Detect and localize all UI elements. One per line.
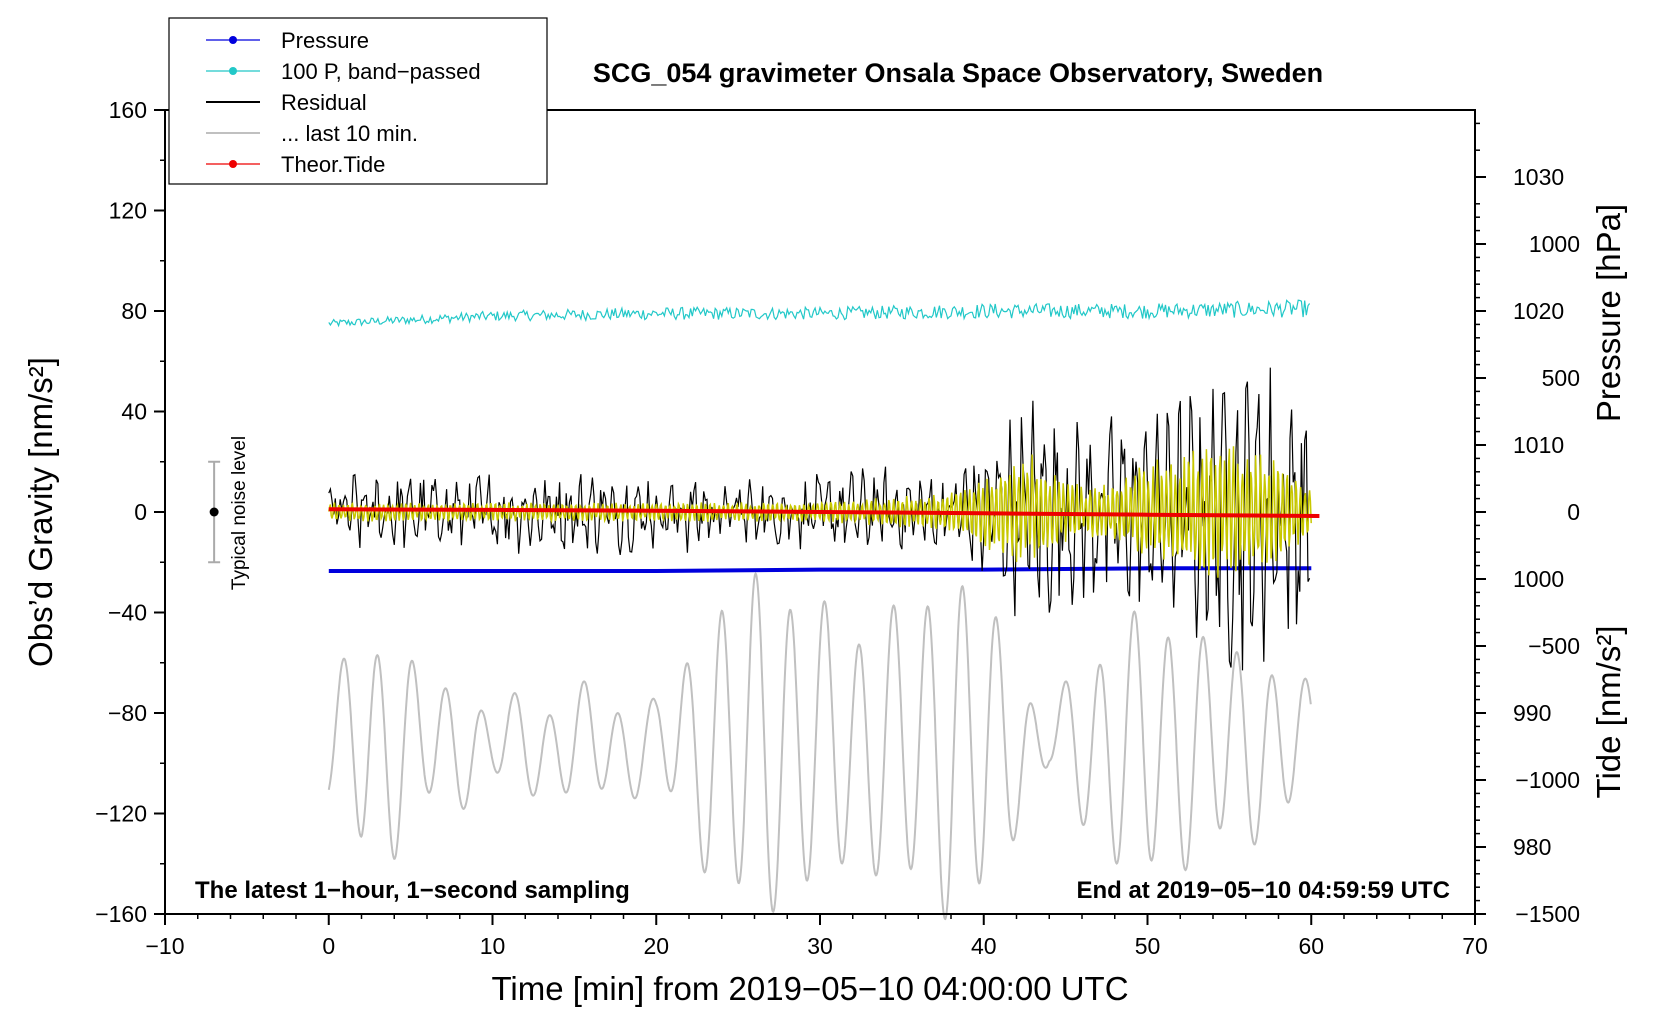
band-passed-pressure-line [328,299,1311,328]
x-tick-label: 20 [643,933,669,959]
pressure-line [328,566,1312,573]
tide-tick-label: −1500 [1515,901,1580,927]
theoretical-tide-line [328,507,1320,518]
tide-tick-label: 500 [1542,365,1580,391]
pressure-tick-label: 990 [1513,700,1551,726]
x-tick-label: 10 [480,933,506,959]
y-tick-label: −120 [95,801,147,827]
smoothed-residual-line [328,446,1312,578]
noise-label: Typical noise level [229,436,250,590]
y-axis-ticks: −160 −120 −80 −40 0 40 80 120 160 [95,97,165,927]
end-time-note: End at 2019−05−10 04:59:59 UTC [1076,877,1450,904]
x-tick-label: 60 [1298,933,1324,959]
x-axis-ticks: −10 0 10 20 30 40 50 60 70 [145,914,1488,959]
legend-label: Theor.Tide [281,152,385,177]
y-tick-label: 0 [134,499,147,525]
legend-label: Residual [281,90,367,115]
x-axis-title: Time [min] from 2019−05−10 04:00:00 UTC [491,970,1128,1007]
legend-marker [229,160,237,168]
x-tick-label: 40 [971,933,997,959]
tide-axis-title: Tide [nm/s²] [1590,626,1627,799]
sampling-note: The latest 1−hour, 1−second sampling [195,877,630,904]
y-tick-label: 120 [109,198,147,224]
y-tick-label: −80 [108,700,147,726]
plot-area [327,299,1320,921]
pressure-tick-label: 1030 [1513,164,1564,190]
x-tick-label: 70 [1462,933,1488,959]
tide-tick-label: −500 [1528,633,1580,659]
pressure-tick-label: 980 [1513,834,1551,860]
y-tick-label: −160 [95,901,147,927]
legend-marker [229,67,237,75]
x-tick-label: 30 [807,933,833,959]
legend-label: Pressure [281,28,369,53]
tide-axis-ticks: −1500 −1000 −500 0 500 1000 [1475,216,1580,927]
x-tick-label: 50 [1135,933,1161,959]
y-tick-label: −40 [108,600,147,626]
legend: Pressure 100 P, band−passed Residual ... la… [168,17,548,185]
pressure-tick-label: 1000 [1513,566,1564,592]
pressure-tick-label: 1020 [1513,298,1564,324]
y-tick-label: 160 [109,97,147,123]
legend-label: 100 P, band−passed [281,59,481,84]
chart-title: SCG_054 gravimeter Onsala Space Observat… [593,58,1323,88]
pressure-axis-ticks: 980 990 1000 1010 1020 1030 [1475,122,1564,902]
tide-tick-label: 1000 [1529,231,1580,257]
tide-tick-label: 0 [1567,499,1580,525]
residual-line [328,367,1311,671]
pressure-tick-label: 1010 [1513,432,1564,458]
noise-bar: Typical noise level [208,436,250,590]
legend-marker [229,36,237,44]
y-tick-label: 40 [121,399,147,425]
noise-bar-center [209,507,219,517]
x-tick-label: 0 [322,933,335,959]
pressure-axis-title: Pressure [hPa] [1590,204,1627,422]
last-10-min-line [327,571,1312,921]
tide-tick-label: −1000 [1515,767,1580,793]
y-tick-label: 80 [121,298,147,324]
y-axis-title: Obs’d Gravity [nm/s²] [22,357,59,667]
x-tick-label: −10 [145,933,184,959]
legend-label: ... last 10 min. [281,121,418,146]
